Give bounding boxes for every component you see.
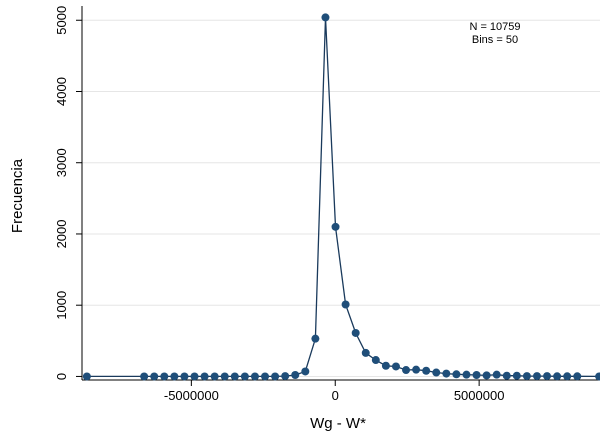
annotation-bins: Bins = 50 bbox=[472, 34, 518, 46]
data-points bbox=[82, 13, 600, 381]
data-point bbox=[543, 372, 552, 381]
data-point bbox=[472, 371, 481, 380]
data-point bbox=[371, 356, 380, 365]
data-point bbox=[200, 372, 209, 381]
data-point bbox=[250, 372, 259, 381]
x-axis-title: Wg - W* bbox=[310, 415, 366, 432]
y-axis-title: Frecuencia bbox=[9, 158, 26, 233]
data-point bbox=[230, 372, 239, 381]
data-point bbox=[281, 372, 290, 381]
data-point bbox=[291, 371, 300, 380]
data-point bbox=[160, 372, 169, 381]
data-point bbox=[512, 371, 521, 380]
data-point bbox=[150, 372, 159, 381]
y-tick-label: 1000 bbox=[54, 291, 69, 320]
y-tick-label: 3000 bbox=[54, 148, 69, 177]
data-point bbox=[210, 372, 219, 381]
data-point bbox=[482, 371, 491, 380]
data-point bbox=[170, 372, 179, 381]
data-point bbox=[391, 362, 400, 371]
y-tick-label: 4000 bbox=[54, 77, 69, 106]
data-point bbox=[190, 372, 199, 381]
data-point bbox=[180, 372, 189, 381]
y-tick-label: 2000 bbox=[54, 220, 69, 249]
tick-marks bbox=[76, 19, 480, 386]
data-point bbox=[351, 328, 360, 337]
data-point bbox=[432, 368, 441, 377]
series-line bbox=[86, 17, 600, 378]
data-point bbox=[331, 222, 340, 231]
data-point bbox=[361, 348, 370, 357]
data-point bbox=[381, 361, 390, 370]
data-point bbox=[271, 372, 280, 381]
data-point bbox=[311, 334, 320, 343]
data-point bbox=[522, 372, 531, 381]
data-point bbox=[532, 372, 541, 381]
data-point bbox=[492, 370, 501, 379]
data-point bbox=[412, 365, 421, 374]
data-point bbox=[402, 366, 411, 375]
data-point bbox=[220, 372, 229, 381]
grid-lines bbox=[82, 19, 600, 377]
data-point bbox=[321, 13, 330, 22]
annotation-n: N = 10759 bbox=[469, 21, 520, 33]
data-point bbox=[595, 372, 600, 381]
data-point bbox=[301, 367, 310, 376]
data-point bbox=[502, 371, 511, 380]
data-point bbox=[442, 369, 451, 378]
y-tick-label: 5000 bbox=[54, 6, 69, 35]
x-tick-label: 0 bbox=[332, 388, 339, 403]
x-tick-label: 5000000 bbox=[454, 388, 505, 403]
data-point bbox=[261, 372, 270, 381]
data-point bbox=[82, 372, 91, 381]
axes bbox=[81, 6, 600, 381]
x-tick-label: -5000000 bbox=[164, 388, 219, 403]
data-point bbox=[573, 372, 582, 381]
data-point bbox=[462, 370, 471, 379]
data-point bbox=[240, 372, 249, 381]
data-point bbox=[422, 366, 431, 375]
data-point bbox=[452, 370, 461, 379]
data-point bbox=[140, 372, 149, 381]
data-point bbox=[563, 372, 572, 381]
tick-labels: 0 1000 2000 3000 4000 5000 -5000000 0 5000000 bbox=[54, 6, 504, 403]
data-point bbox=[553, 372, 562, 381]
y-tick-label: 0 bbox=[54, 373, 69, 380]
data-point bbox=[341, 300, 350, 309]
